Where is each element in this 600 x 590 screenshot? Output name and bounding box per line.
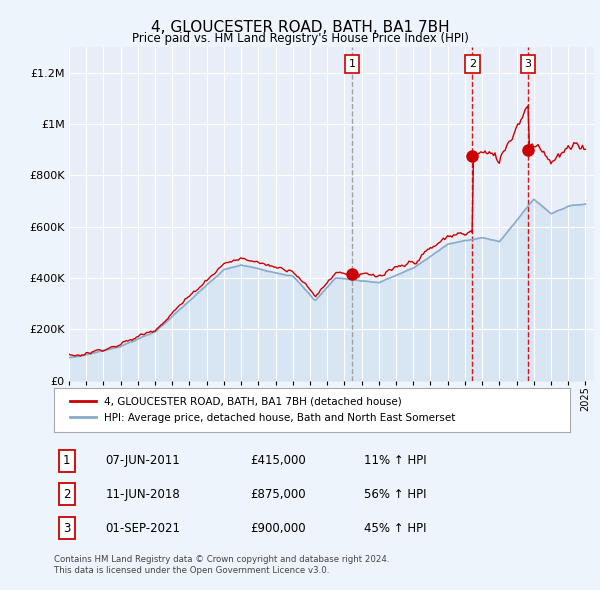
Text: 3: 3 (63, 522, 71, 535)
Text: £900,000: £900,000 (250, 522, 306, 535)
Legend: 4, GLOUCESTER ROAD, BATH, BA1 7BH (detached house), HPI: Average price, detached: 4, GLOUCESTER ROAD, BATH, BA1 7BH (detac… (64, 391, 461, 428)
Text: This data is licensed under the Open Government Licence v3.0.: This data is licensed under the Open Gov… (54, 566, 329, 575)
Text: 11-JUN-2018: 11-JUN-2018 (106, 488, 181, 501)
Text: £875,000: £875,000 (250, 488, 306, 501)
Text: 56% ↑ HPI: 56% ↑ HPI (364, 488, 426, 501)
Text: Contains HM Land Registry data © Crown copyright and database right 2024.: Contains HM Land Registry data © Crown c… (54, 555, 389, 563)
Text: 2: 2 (469, 59, 476, 69)
Text: 2: 2 (63, 488, 71, 501)
Text: 4, GLOUCESTER ROAD, BATH, BA1 7BH: 4, GLOUCESTER ROAD, BATH, BA1 7BH (151, 20, 449, 35)
Text: £415,000: £415,000 (250, 454, 306, 467)
Text: 11% ↑ HPI: 11% ↑ HPI (364, 454, 426, 467)
Text: 45% ↑ HPI: 45% ↑ HPI (364, 522, 426, 535)
Text: 1: 1 (63, 454, 71, 467)
Text: 07-JUN-2011: 07-JUN-2011 (106, 454, 181, 467)
Text: 1: 1 (349, 59, 355, 69)
Text: 01-SEP-2021: 01-SEP-2021 (106, 522, 181, 535)
Text: 3: 3 (524, 59, 532, 69)
Text: Price paid vs. HM Land Registry's House Price Index (HPI): Price paid vs. HM Land Registry's House … (131, 32, 469, 45)
